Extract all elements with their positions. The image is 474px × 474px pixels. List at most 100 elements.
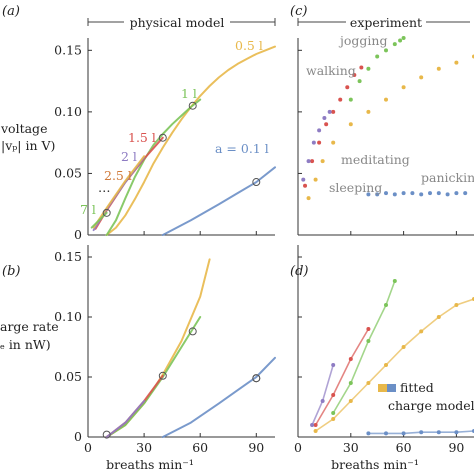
- series-line-purple: [105, 400, 146, 438]
- y-tick-label: 0: [74, 429, 82, 444]
- data-point-green: [366, 66, 371, 71]
- data-point-green: [401, 36, 406, 40]
- series-marker: [252, 178, 261, 187]
- series-line-yellow: [105, 258, 211, 438]
- x-tick-label: 0: [294, 440, 302, 455]
- label-walking: walking: [306, 63, 356, 78]
- x-tick-label: 60: [396, 440, 412, 455]
- data-point-blue: [445, 192, 450, 197]
- label-0-5l: 0.5 l: [235, 38, 263, 53]
- data-point-green: [384, 48, 388, 53]
- y-tick-label: 0.15: [54, 249, 82, 264]
- data-point-blue: [419, 192, 424, 197]
- x-tick-label: 90: [448, 440, 464, 455]
- panel-label-b: (b): [2, 264, 20, 279]
- data-point-purple: [322, 116, 327, 121]
- ylabel-top-line2: |vₚ| in V): [1, 138, 55, 153]
- series-line-red: [105, 374, 164, 438]
- data-point-yellow: [306, 196, 311, 201]
- data-point-yellow: [419, 75, 424, 80]
- panel-a: 0 0.05 0.10 0.15: [54, 38, 276, 242]
- label-2-5l: 2.5 l: [104, 168, 132, 183]
- series-line-green: [105, 316, 202, 438]
- series-marker: [102, 208, 111, 217]
- data-point-yellow: [320, 159, 325, 164]
- fit-line-yellow: [315, 298, 474, 432]
- data-point-blue: [428, 191, 432, 196]
- x-tick-label: 30: [343, 440, 359, 455]
- y-tick-label: 0.10: [54, 309, 82, 324]
- fit-line-purple: [311, 364, 334, 426]
- series-marker: [158, 133, 167, 142]
- y-tick-label: 0.15: [54, 42, 82, 57]
- ylabel-bottom-line2: ₑ in nW): [0, 337, 51, 352]
- label-1-5l: 1.5 l: [128, 130, 156, 145]
- y-tick-label: 0.05: [54, 369, 82, 384]
- data-point-blue: [384, 191, 388, 196]
- data-point-red: [331, 109, 336, 114]
- panel-d: 0 30 60 90: [294, 245, 474, 455]
- data-point-green: [392, 42, 397, 47]
- data-point-red: [352, 72, 357, 77]
- data-point-blue: [401, 191, 406, 196]
- legend-swatch-yellow: [378, 384, 387, 392]
- fit-line-green: [332, 280, 396, 414]
- data-point-blue: [436, 191, 441, 196]
- xlabel-left: breaths min⁻¹: [106, 457, 194, 472]
- data-point-green: [375, 54, 380, 59]
- data-point-yellow: [401, 85, 406, 90]
- data-point-yellow: [454, 60, 459, 65]
- data-point-purple: [317, 128, 322, 133]
- data-point-yellow: [348, 122, 353, 127]
- marker-circle: [252, 374, 261, 383]
- header-left: physical model: [87, 14, 276, 30]
- series-line-blue: [161, 166, 276, 236]
- data-point-blue: [366, 192, 371, 197]
- panel-c: [297, 36, 474, 236]
- header-right: experiment: [297, 14, 470, 30]
- label-jogging: jogging: [338, 33, 387, 48]
- label-sleeping: sleeping: [329, 180, 382, 195]
- data-point-yellow: [331, 140, 336, 145]
- marker-circle: [158, 371, 167, 380]
- data-point-red: [324, 122, 329, 127]
- data-point-blue: [410, 191, 415, 196]
- data-point-red: [338, 97, 343, 102]
- label-a-0-1l: a = 0.1 l: [215, 141, 269, 156]
- header-left-text: physical model: [130, 15, 225, 30]
- panel-label-d: (d): [290, 264, 308, 279]
- series-line-yellow: [92, 155, 146, 229]
- marker-circle: [188, 327, 197, 336]
- series-line-blue: [161, 356, 276, 438]
- data-point-yellow: [313, 177, 318, 182]
- data-point-green: [398, 38, 403, 43]
- x-tick-label: 0: [84, 440, 92, 455]
- data-point-yellow: [366, 109, 371, 114]
- data-point-blue: [392, 192, 397, 197]
- legend-d: fitted charge model: [378, 380, 474, 413]
- data-point-red: [359, 65, 364, 70]
- legend-line2: charge model: [388, 398, 474, 413]
- x-tick-label: 90: [248, 440, 264, 455]
- data-point-green: [348, 97, 353, 102]
- ylabel-bottom-line1: arge rate: [0, 319, 59, 334]
- label-1l: 1 l: [181, 86, 197, 101]
- series-line-green: [105, 98, 202, 236]
- data-point-blue: [463, 191, 468, 196]
- data-point-blue: [454, 191, 459, 196]
- header-right-text: experiment: [350, 15, 422, 30]
- series-marker: [188, 101, 197, 110]
- ylabel-top-line1: voltage: [0, 121, 47, 136]
- data-point-yellow: [384, 97, 388, 102]
- fit-line-red: [314, 328, 370, 426]
- panel-b: 0 30 60 90 0 0.05 0.10 0.15: [54, 245, 276, 455]
- y-tick-label: 0.10: [54, 104, 82, 119]
- label-2l: 2 l: [121, 149, 137, 164]
- data-point-purple: [306, 159, 311, 164]
- marker-circle: [102, 430, 111, 439]
- label-ellipsis: …: [98, 180, 111, 195]
- data-point-red: [310, 159, 315, 164]
- data-point-red: [317, 140, 322, 145]
- label-meditating: meditating: [341, 152, 410, 167]
